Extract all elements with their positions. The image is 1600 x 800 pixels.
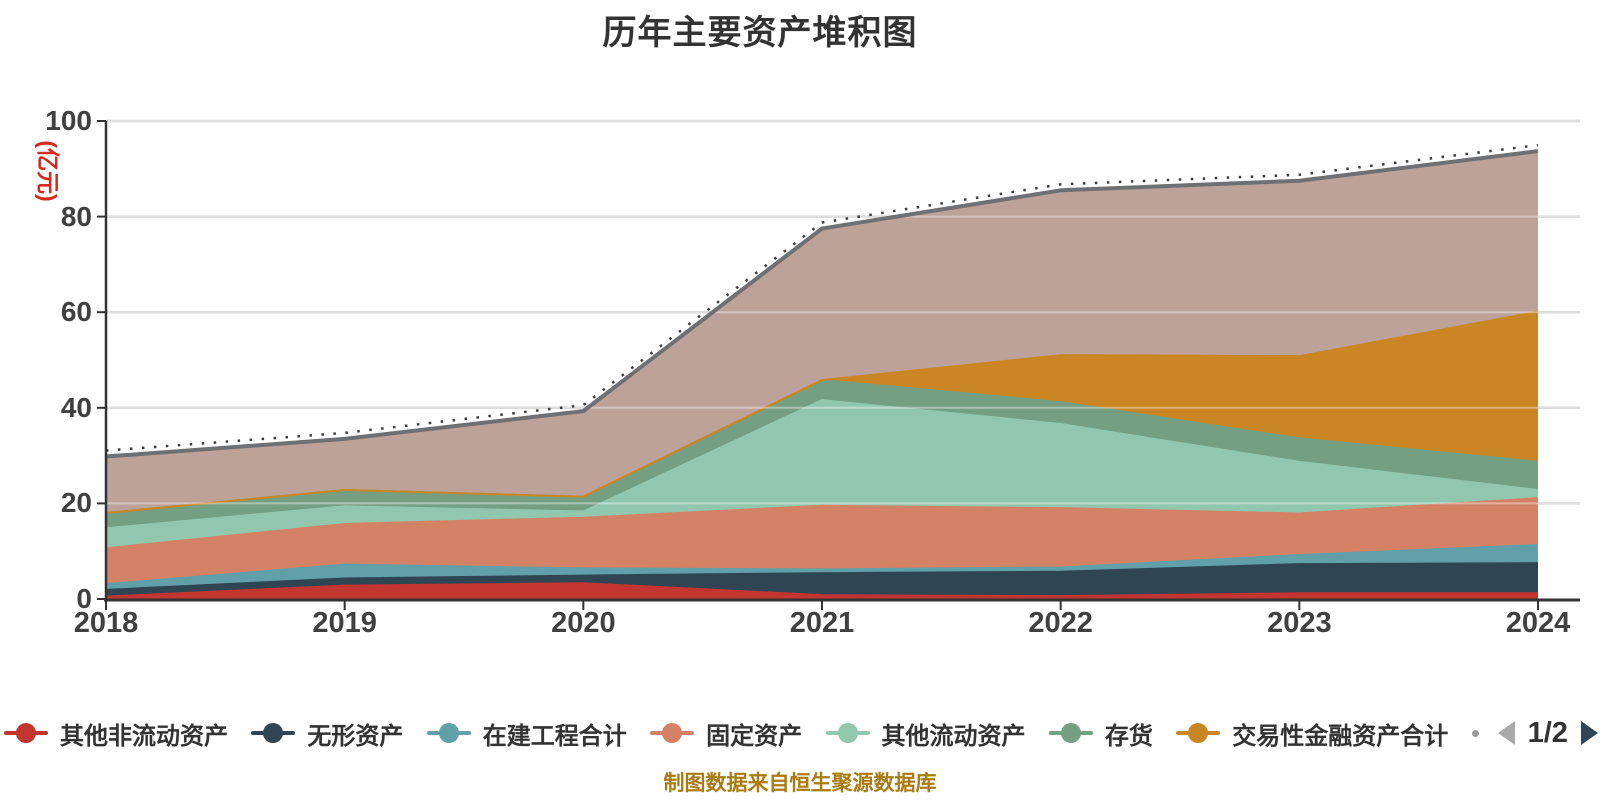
legend-item-label: 存货	[1104, 722, 1153, 750]
legend-item-无形资产[interactable]: 无形资产	[251, 716, 403, 751]
x-axis-tick-label-2023: 2023	[1267, 607, 1332, 639]
x-axis-tick-label-2024: 2024	[1505, 607, 1571, 639]
area-series-无形资产[interactable]	[106, 563, 1538, 597]
line-series-icon	[426, 723, 471, 743]
stacked-area-plot[interactable]	[0, 0, 1600, 680]
stack-top-dotted-line	[105, 143, 1539, 452]
series-line	[105, 543, 1539, 586]
legend-item-存货[interactable]: 存货	[1048, 716, 1153, 751]
y-axis-tick-label: 80	[60, 200, 92, 232]
legend-item-label: 其他流动资产	[881, 722, 1026, 750]
area-series-unlabeled[interactable]	[106, 151, 1538, 513]
legend-item-label: 在建工程合计	[482, 722, 627, 750]
data-source-note: 制图数据来自恒生聚源数据库	[663, 772, 937, 795]
series-line	[105, 399, 1539, 530]
x-axis-tick-label-2022: 2022	[1028, 607, 1093, 639]
line-series-icon	[1048, 723, 1093, 743]
legend-page-dot-icon	[1471, 729, 1479, 737]
legend-item-其他流动资产[interactable]: 其他流动资产	[825, 716, 1026, 751]
x-axis-tick-label-2019: 2019	[312, 607, 377, 639]
legend-item-label: 其他非流动资产	[60, 722, 228, 750]
legend-prev-icon[interactable]	[1497, 721, 1515, 745]
line-series-icon	[650, 723, 695, 743]
legend-next-icon[interactable]	[1580, 721, 1598, 745]
y-axis-tick-label: 20	[60, 487, 92, 519]
series-line	[105, 497, 1539, 550]
y-axis-tick-label: 0	[76, 583, 92, 614]
stack-top-line	[105, 149, 1539, 459]
legend-pager: 1/2	[1471, 716, 1598, 750]
x-axis-tick-label-2018: 2018	[73, 607, 139, 639]
legend-item-其他非流动资产[interactable]: 其他非流动资产	[4, 716, 228, 751]
y-axis-tick-label: 60	[60, 296, 92, 328]
area-series-交易性金融资产合计[interactable]	[106, 311, 1538, 513]
x-axis-tick-label-2021: 2021	[789, 607, 855, 639]
chart-title: 历年主要资产堆积图	[602, 14, 918, 52]
series-line	[105, 562, 1539, 591]
x-axis-tick-label-2020: 2020	[551, 607, 616, 639]
legend-item-在建工程合计[interactable]: 在建工程合计	[426, 716, 627, 751]
series-line	[105, 310, 1539, 514]
legend-item-交易性金融资产合计[interactable]: 交易性金融资产合计	[1176, 716, 1448, 751]
legend-item-固定资产[interactable]: 固定资产	[650, 716, 802, 751]
line-series-icon	[251, 723, 296, 743]
y-axis-tick-label: 100	[45, 105, 92, 136]
y-axis-tick-label: 40	[60, 391, 92, 423]
area-series-在建工程合计[interactable]	[106, 544, 1538, 590]
series-line	[105, 582, 1538, 598]
area-series-其他流动资产[interactable]	[106, 400, 1538, 549]
legend-item-label: 交易性金融资产合计	[1232, 722, 1449, 750]
line-series-icon	[1176, 723, 1221, 743]
legend: 其他非流动资产 无形资产 在建工程合计 固定资产 其他流动资产 存货 交易性金融资产合计 1…	[4, 711, 1598, 755]
area-series-固定资产[interactable]	[106, 498, 1538, 585]
legend-page-indicator: 1/2	[1527, 716, 1568, 749]
legend-item-label: 无形资产	[307, 722, 404, 750]
legend-item-label: 固定资产	[706, 722, 803, 750]
line-series-icon	[825, 723, 870, 743]
line-series-icon	[4, 723, 48, 743]
